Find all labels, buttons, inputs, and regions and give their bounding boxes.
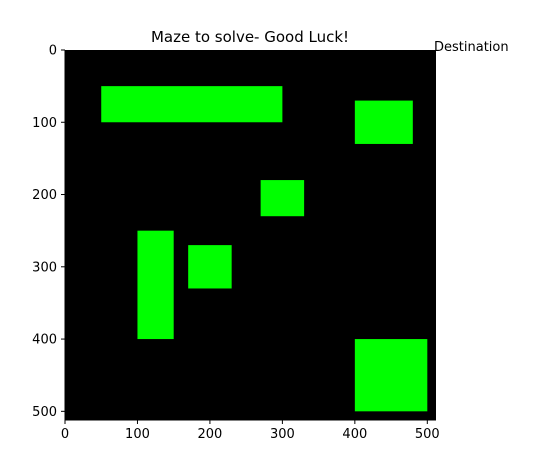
x-axis: 0 100 200 300 400 500 xyxy=(61,419,440,442)
chart-title: Maze to solve- Good Luck! xyxy=(151,28,349,46)
y-tick-label: 500 xyxy=(32,405,57,420)
y-tick-label: 300 xyxy=(32,260,57,275)
maze-block-4 xyxy=(137,230,174,340)
plot-area xyxy=(65,50,436,420)
y-tick-label: 0 xyxy=(49,44,57,59)
x-tick-label: 100 xyxy=(125,427,150,442)
maze-block-3 xyxy=(260,180,305,217)
x-tick-label: 500 xyxy=(415,427,440,442)
maze-block-6 xyxy=(354,339,428,412)
maze-block-1 xyxy=(101,86,283,123)
x-tick-label: 200 xyxy=(198,427,223,442)
y-axis: 0 100 200 300 400 500 xyxy=(32,44,66,420)
x-tick-label: 0 xyxy=(61,427,69,442)
y-tick-label: 100 xyxy=(32,116,57,131)
destination-label: Destination xyxy=(434,40,509,55)
maze-block-5 xyxy=(188,245,232,289)
x-tick-label: 300 xyxy=(270,427,295,442)
annotations: Destination xyxy=(434,40,509,55)
x-tick-label: 400 xyxy=(342,427,367,442)
maze-block-2 xyxy=(354,100,413,144)
y-tick-label: 200 xyxy=(32,188,57,203)
y-tick-label: 400 xyxy=(32,333,57,348)
